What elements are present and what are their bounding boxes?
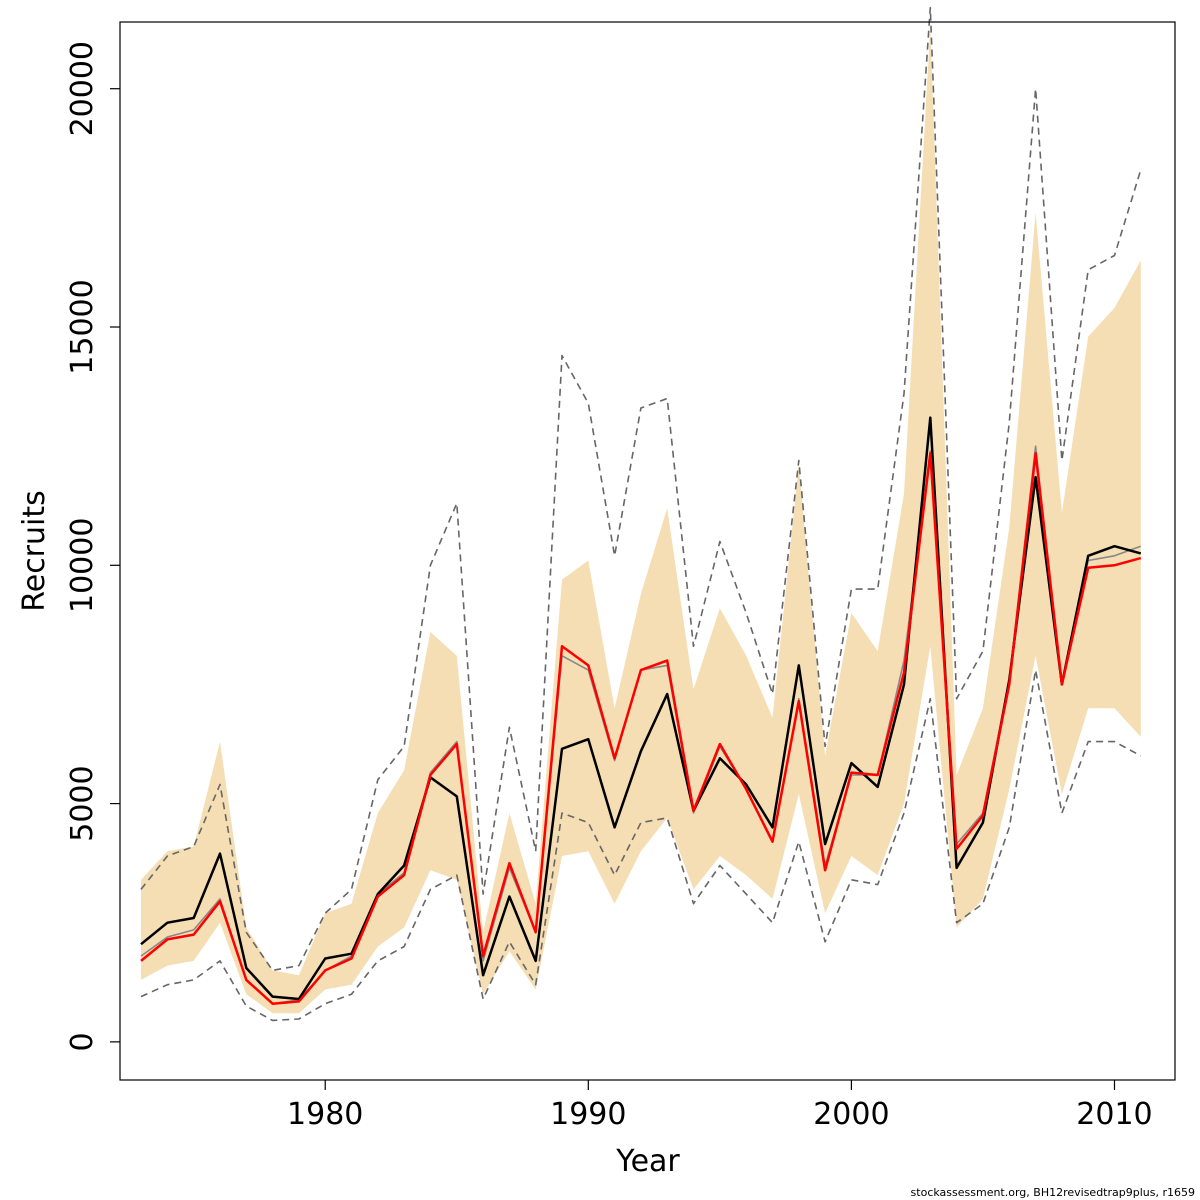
y-tick-label: 5000	[65, 765, 100, 841]
plot-area	[140, 6, 1142, 1022]
x-tick-label: 2000	[813, 1097, 889, 1132]
y-tick-label: 10000	[65, 518, 100, 613]
black-series-line	[140, 416, 1142, 1001]
confidence-band	[141, 26, 1141, 1014]
x-tick-label: 1990	[550, 1097, 626, 1132]
upper-dashed-line	[140, 6, 1142, 972]
footer-credit: stockassessment.org, BH12revisedtrap9plu…	[911, 1186, 1195, 1199]
x-tick-label: 2010	[1076, 1097, 1152, 1132]
x-axis-title: Year	[615, 1144, 680, 1179]
red-series-line	[140, 452, 1142, 1005]
axes: 1980 1990 2000 2010 0 5000 10000 15000 20000	[65, 41, 1153, 1132]
plot-frame	[119, 21, 1176, 1081]
x-tick-label: 1980	[287, 1097, 363, 1132]
y-tick-label: 15000	[65, 279, 100, 374]
lower-dashed-line	[140, 669, 1142, 1022]
y-axis-title: Recruits	[17, 490, 52, 612]
y-tick-label: 0	[65, 1032, 100, 1051]
y-tick-label: 20000	[65, 41, 100, 136]
